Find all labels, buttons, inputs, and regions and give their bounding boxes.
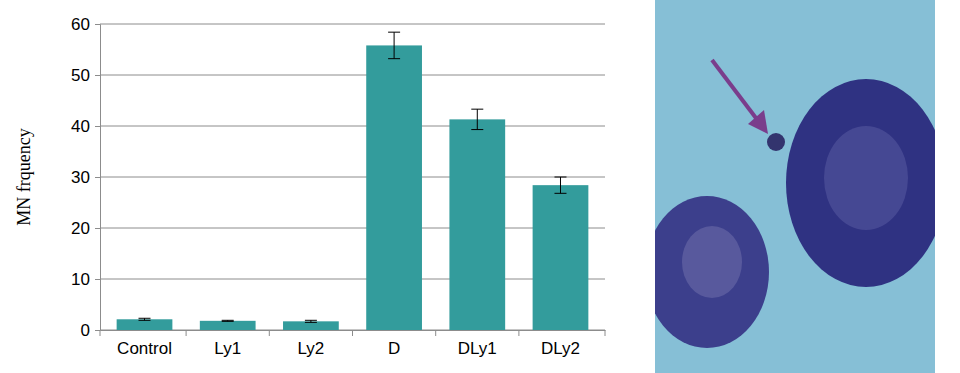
bar — [117, 319, 173, 330]
x-separator — [100, 330, 101, 336]
x-tick: DLy1 — [458, 330, 497, 358]
x-tick-label: DLy1 — [458, 339, 497, 358]
x-tick-label: Ly1 — [214, 339, 241, 358]
x-separator — [186, 330, 187, 336]
grid-line — [100, 279, 605, 280]
chart-root: 0 10 20 30 40 50 60 Control Ly1 Ly2 D DLy1 DLy2 MN fr… — [0, 0, 960, 373]
x-tick-label: Ly2 — [298, 339, 325, 358]
x-tick-label: Control — [117, 339, 172, 358]
y-axis: 0 10 20 30 40 50 60 — [71, 15, 100, 340]
grid-line — [100, 126, 605, 127]
cell-nucleus-center — [824, 126, 908, 230]
y-axis-title: MN frquency — [14, 128, 34, 225]
error-bar — [222, 320, 234, 321]
y-tick-mark — [95, 177, 100, 178]
error-bar — [471, 109, 483, 129]
bar — [449, 119, 505, 330]
x-tick: Control — [117, 330, 172, 358]
y-tick-mark — [95, 75, 100, 76]
cell-nucleus — [655, 196, 769, 348]
x-tick: DLy2 — [541, 330, 580, 358]
x-separator — [352, 330, 353, 336]
y-tick-label: 30 — [71, 168, 90, 187]
error-bar — [388, 32, 400, 59]
error-bar — [139, 318, 151, 320]
y-tick-label: 40 — [71, 117, 90, 136]
x-separator — [518, 330, 519, 336]
cell-nucleus — [786, 79, 935, 287]
error-bar — [305, 320, 317, 322]
y-tick: 40 — [71, 117, 100, 136]
x-separator — [435, 330, 436, 336]
y-tick-mark — [95, 126, 100, 127]
error-bar — [554, 177, 566, 193]
y-tick: 60 — [71, 15, 100, 34]
y-tick-mark — [95, 228, 100, 229]
bar — [533, 185, 589, 330]
y-tick: 0 — [81, 321, 100, 340]
grid-line — [100, 228, 605, 229]
arrow-head — [748, 110, 768, 134]
x-separator — [269, 330, 270, 336]
micronucleus — [767, 133, 785, 151]
arrow-shaft — [712, 60, 762, 126]
y-tick: 50 — [71, 66, 100, 85]
x-separator — [605, 330, 606, 336]
y-tick-label: 20 — [71, 219, 90, 238]
x-tick-label: DLy2 — [541, 339, 580, 358]
y-tick-label: 50 — [71, 66, 90, 85]
y-tick-label: 0 — [81, 321, 90, 340]
y-tick: 20 — [71, 219, 100, 238]
grid-line — [100, 177, 605, 178]
y-axis-line — [95, 25, 101, 331]
marks — [117, 32, 589, 330]
x-tick: D — [388, 330, 400, 358]
grid-line — [100, 24, 605, 25]
y-tick-mark — [95, 24, 100, 25]
y-tick: 10 — [71, 270, 100, 289]
x-separators — [100, 330, 605, 336]
x-tick-label: D — [388, 339, 400, 358]
y-tick: 30 — [71, 168, 100, 187]
bar — [200, 321, 256, 330]
y-tick-label: 10 — [71, 270, 90, 289]
y-tick-mark — [95, 330, 100, 331]
bar — [366, 45, 422, 330]
grid — [100, 24, 605, 330]
x-axis: Control Ly1 Ly2 D DLy1 DLy2 — [101, 330, 606, 358]
x-tick: Ly2 — [298, 330, 325, 358]
cell-nucleus-center — [682, 226, 742, 298]
grid-line — [100, 75, 605, 76]
micrograph — [655, 0, 935, 373]
x-tick: Ly1 — [214, 330, 241, 358]
y-tick-label: 60 — [71, 15, 90, 34]
y-tick-mark — [95, 279, 100, 280]
